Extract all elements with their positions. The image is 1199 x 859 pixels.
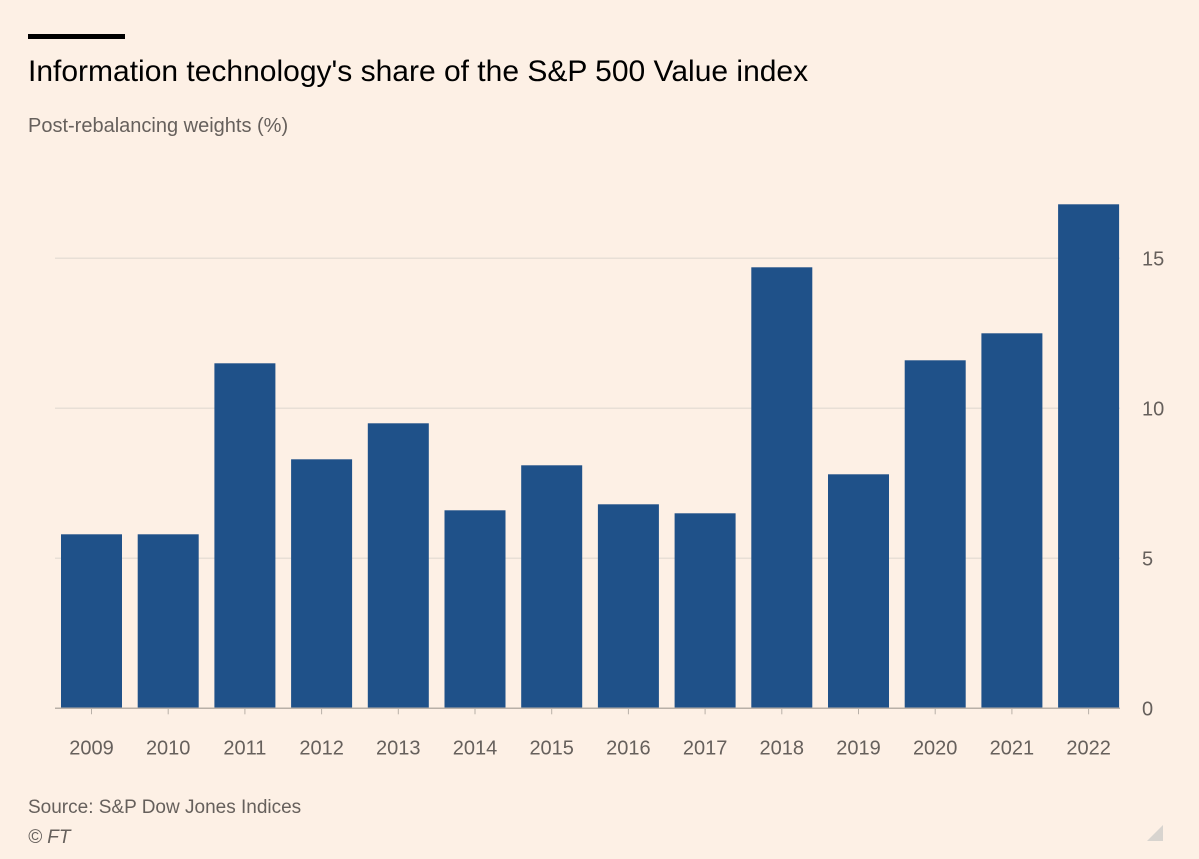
x-tick-label: 2012 (299, 737, 344, 759)
ft-header-rule (28, 34, 125, 39)
x-tick-label: 2019 (836, 737, 881, 759)
bar-2019 (828, 474, 889, 709)
x-tick-label: 2009 (69, 737, 114, 759)
x-tick-label: 2022 (1066, 737, 1111, 759)
x-tick-label: 2020 (913, 737, 958, 759)
bar-2012 (291, 459, 353, 709)
y-tick-label: 0 (1142, 698, 1153, 720)
y-tick-label: 15 (1142, 248, 1164, 270)
chart-title: Information technology's share of the S&… (28, 55, 809, 88)
bar-2022 (1058, 204, 1120, 709)
x-tick-label: 2010 (146, 737, 191, 759)
bar-2011 (214, 363, 276, 709)
bar-2018 (751, 267, 813, 709)
y-tick-label: 5 (1142, 548, 1153, 570)
bar-2015 (521, 465, 583, 709)
chart-subtitle: Post-rebalancing weights (%) (28, 115, 289, 137)
bar-2016 (597, 504, 659, 709)
x-tick-label: 2015 (529, 737, 574, 759)
x-tick-label: 2021 (990, 737, 1035, 759)
x-tick-label: 2013 (376, 737, 421, 759)
bar-2017 (674, 513, 736, 709)
x-tick-label: 2014 (453, 737, 498, 759)
resize-handle-icon[interactable] (1147, 825, 1163, 841)
y-tick-label: 10 (1142, 398, 1164, 420)
bar-2021 (981, 333, 1043, 709)
x-tick-label: 2011 (223, 737, 266, 759)
x-tick-label: 2016 (606, 737, 651, 759)
bar-2020 (904, 360, 966, 709)
x-tick-label: 2018 (760, 737, 805, 759)
bar-2009 (61, 534, 122, 709)
bar-2010 (137, 534, 199, 709)
source-note: Source: S&P Dow Jones Indices (28, 797, 302, 818)
ft-credit: © FT (28, 827, 71, 848)
bar-2014 (444, 510, 506, 709)
bar-2013 (367, 423, 429, 709)
x-tick-label: 2017 (683, 737, 728, 759)
